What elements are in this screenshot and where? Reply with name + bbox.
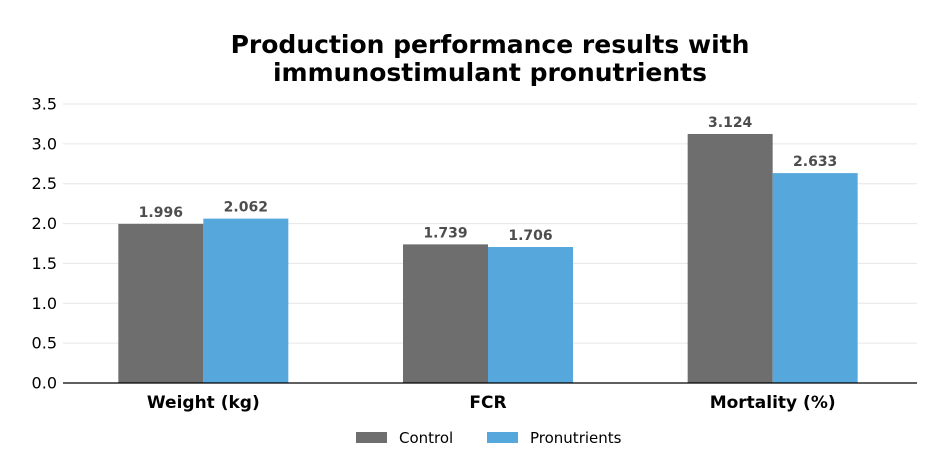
bars (118, 133, 858, 383)
chart-title-line-1: Production performance results with (231, 30, 750, 59)
data-labels: 1.996 2.062 1.739 1.706 3.124 2.633 (139, 115, 838, 244)
legend: Control Pronutrients (356, 429, 622, 447)
bar-control (687, 133, 773, 383)
y-tick-label: 3.0 (32, 134, 57, 153)
x-category-label: FCR (469, 393, 506, 413)
bar-pronutrients (772, 173, 858, 383)
data-label: 2.062 (224, 200, 268, 216)
y-tick-label: 1.5 (32, 254, 57, 273)
x-axis-categories: Weight (kg) FCR Mortality (%) (147, 393, 836, 413)
chart-title-line-2: immunostimulant pronutrients (273, 58, 707, 87)
x-category-label: Weight (kg) (147, 393, 260, 413)
bar-pronutrients (203, 218, 289, 383)
y-axis-ticks: 0.0 0.5 1.0 1.5 2.0 2.5 3.0 3.5 (32, 95, 57, 393)
y-tick-label: 2.5 (32, 174, 57, 193)
data-label: 1.706 (508, 228, 552, 244)
data-label: 1.996 (139, 205, 183, 221)
legend-label: Control (399, 429, 453, 447)
y-tick-label: 2.0 (32, 214, 57, 233)
legend-swatch-pronutrients (487, 432, 518, 443)
x-category-label: Mortality (%) (710, 393, 836, 413)
legend-swatch-control (356, 432, 387, 443)
data-label: 2.633 (793, 154, 837, 170)
bar-pronutrients (488, 247, 573, 383)
data-label: 1.739 (423, 225, 467, 241)
data-label: 3.124 (708, 115, 753, 131)
legend-label: Pronutrients (530, 429, 622, 447)
y-tick-label: 3.5 (32, 95, 57, 114)
bar-control (118, 223, 204, 383)
y-tick-label: 0.0 (32, 374, 57, 393)
y-tick-label: 0.5 (32, 334, 57, 353)
bar-control (403, 244, 488, 383)
y-tick-label: 1.0 (32, 294, 57, 313)
